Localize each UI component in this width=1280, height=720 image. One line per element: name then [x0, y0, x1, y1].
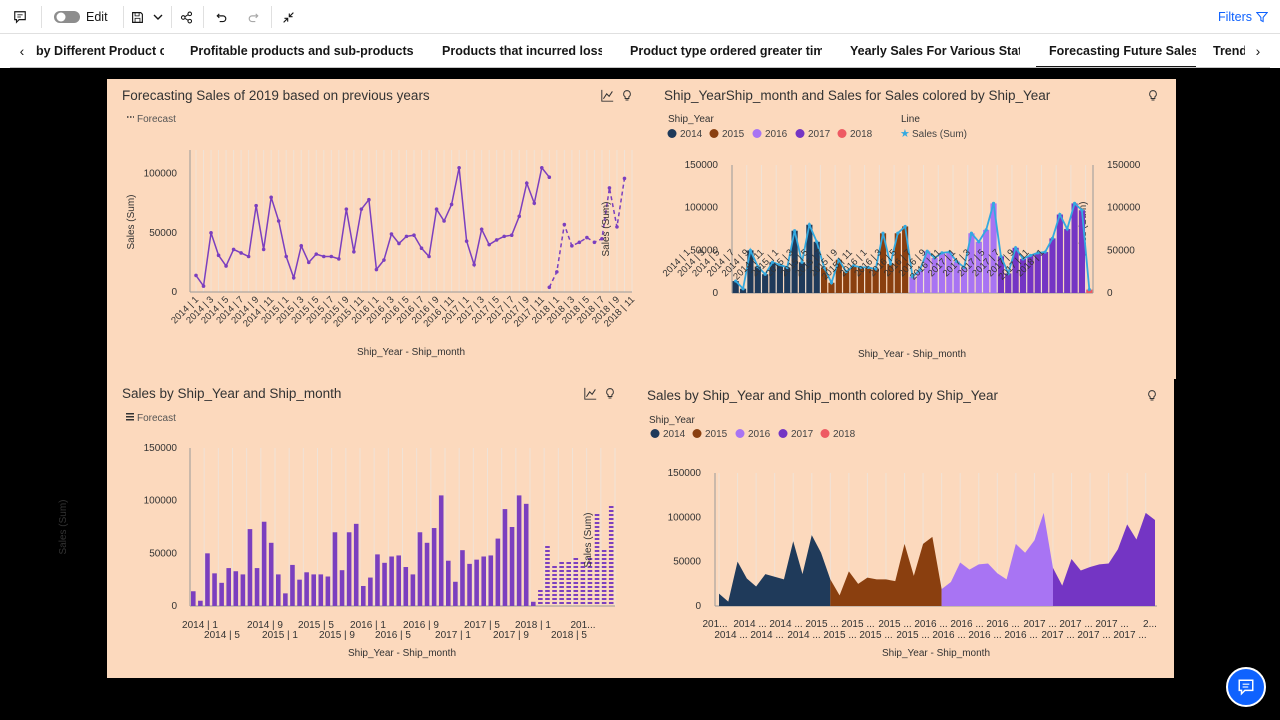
- edit-label[interactable]: Edit: [86, 10, 108, 24]
- collapse-icon[interactable]: [279, 0, 297, 34]
- toolbar-divider: [171, 6, 172, 28]
- chevron-down-icon[interactable]: [150, 0, 166, 34]
- filters-button[interactable]: Filters: [1217, 10, 1252, 24]
- tab-profitable-products[interactable]: Profitable products and sub-products in …: [190, 44, 414, 58]
- tab-forecasting-future-sales[interactable]: Forecasting Future Sales: [1036, 34, 1196, 68]
- panel-title: Forecasting Sales of 2019 based on previ…: [122, 88, 430, 103]
- top-toolbar: Edit Filters: [0, 0, 1280, 34]
- dashboard-canvas: Forecasting Sales of 2019 based on previ…: [0, 68, 1280, 720]
- filter-icon[interactable]: [1254, 0, 1270, 34]
- chart-type-icon[interactable]: [599, 87, 615, 103]
- tab-bar-divider: [10, 67, 1270, 68]
- chat-assistant-button[interactable]: [1226, 667, 1266, 707]
- undo-icon[interactable]: [211, 0, 229, 34]
- y-axis-label: Sales (Sum): [58, 499, 69, 554]
- panel-bar-forecast[interactable]: Sales by Ship_Year and Ship_month: [107, 379, 627, 678]
- chart-type-icon[interactable]: [582, 385, 598, 401]
- tab-yearly-sales-states[interactable]: Yearly Sales For Various States: [850, 44, 1020, 58]
- redo-icon[interactable]: [245, 0, 263, 34]
- toolbar-divider: [41, 6, 42, 28]
- chat-icon: [1238, 679, 1254, 696]
- comment-icon[interactable]: [8, 0, 32, 34]
- panel-forecast-line[interactable]: Forecasting Sales of 2019 based on previ…: [107, 79, 643, 379]
- edit-toggle-switch[interactable]: [52, 0, 82, 34]
- toolbar-divider: [123, 6, 124, 28]
- panel-title: Ship_YearShip_month and Sales for Sales …: [664, 88, 1051, 103]
- tab-product-categories[interactable]: by Different Product cat: [36, 44, 164, 58]
- tab-product-type-ordered[interactable]: Product type ordered greater times: [630, 44, 822, 58]
- tab-bar: ‹ by Different Product cat Profitable pr…: [0, 34, 1280, 68]
- panel-area-chart[interactable]: Sales by Ship_Year and Ship_month colore…: [627, 379, 1174, 678]
- tabs-scroll-right-icon[interactable]: ›: [1255, 43, 1261, 59]
- tab-trend[interactable]: Trend: [1213, 44, 1245, 58]
- share-icon[interactable]: [177, 0, 195, 34]
- tabs-scroll-left-icon[interactable]: ‹: [19, 43, 25, 59]
- panel-title: Sales by Ship_Year and Ship_month colore…: [647, 388, 998, 403]
- lightbulb-icon[interactable]: [602, 385, 618, 401]
- lightbulb-icon[interactable]: [1144, 387, 1160, 403]
- save-icon[interactable]: [128, 0, 146, 34]
- toolbar-divider: [203, 6, 204, 28]
- lightbulb-icon[interactable]: [1145, 87, 1161, 103]
- toolbar-divider: [271, 6, 272, 28]
- panel-combo-chart[interactable]: Ship_YearShip_month and Sales for Sales …: [643, 79, 1176, 379]
- tab-products-losses[interactable]: Products that incurred losses: [442, 44, 602, 58]
- lightbulb-icon[interactable]: [619, 87, 635, 103]
- panel-title: Sales by Ship_Year and Ship_month: [122, 386, 342, 401]
